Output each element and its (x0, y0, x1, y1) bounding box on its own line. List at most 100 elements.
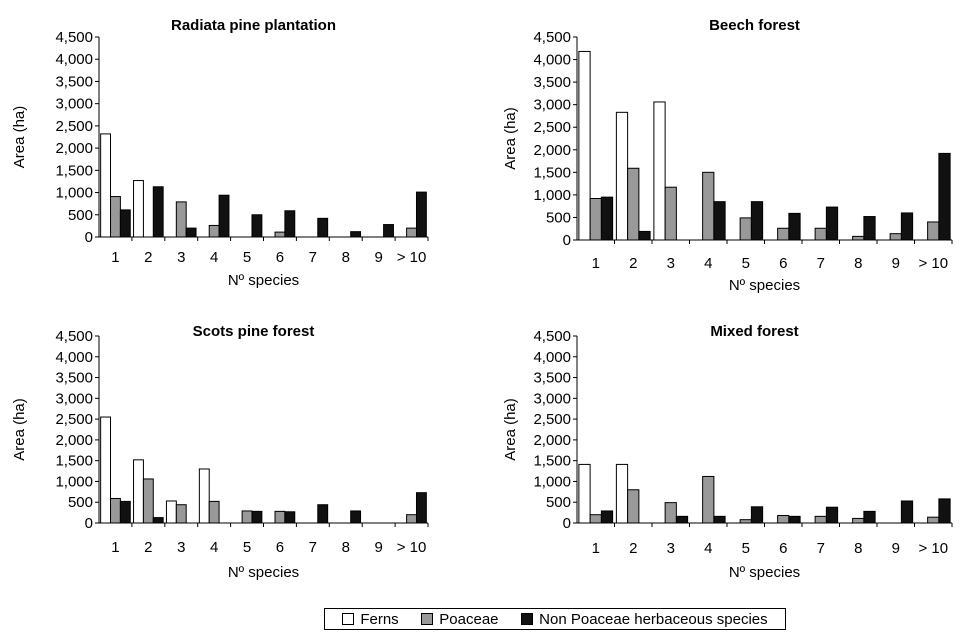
panel-2-xtick-label: 7 (817, 255, 825, 272)
panel-2-bar-non-poaceae-herbaceous-species-2 (638, 230, 651, 241)
panel-4-ytick-label: 3,000 (533, 390, 571, 407)
panel-4-bar-non-poaceae-herbaceous-species-9 (900, 500, 914, 524)
panel-1-bar-non-poaceae-herbaceous-species-1 (119, 209, 131, 238)
panel-2-xtick-label: > 10 (918, 255, 948, 272)
panel-1-xtick-label: 4 (210, 249, 218, 266)
panel-4-ytick-label: 1,000 (533, 473, 571, 490)
panel-2-ytick-label: 2,000 (533, 142, 571, 159)
panel-3-bar-poaceae-3 (175, 504, 187, 524)
panel-2-xtick-label: 9 (892, 255, 900, 272)
panel-3-bar-non-poaceae-herbaceous-species-7 (317, 504, 329, 524)
panel-2-xtick-label: 5 (742, 255, 750, 272)
panel-4-bar-poaceae-7 (814, 515, 827, 524)
panel-1-bar-non-poaceae-herbaceous-species-6 (284, 210, 296, 238)
panel-2-bar-poaceae-6 (777, 227, 790, 241)
panel-1-ytick-label: 0 (85, 229, 93, 246)
panel-1-ytick-label: 4,000 (55, 51, 93, 68)
legend-item-non-poaceae: Non Poaceae herbaceous species (521, 611, 768, 628)
panel-4-ytick-label: 2,500 (533, 411, 571, 428)
panel-3-bar-non-poaceae-herbaceous-species-10 (415, 492, 427, 524)
panel-1-bar-poaceae-3 (175, 201, 187, 238)
panel-3-bar-ferns-1 (100, 416, 112, 524)
panel-1-ytick-label: 3,500 (55, 73, 93, 90)
panel-4-xtick-label: 8 (854, 540, 862, 557)
panel-3-bar-non-poaceae-herbaceous-species-2 (152, 517, 164, 524)
panel-1-bar-ferns-2 (133, 180, 144, 238)
panel-3-ytick-label: 1,000 (55, 473, 93, 490)
panel-4-bar-non-poaceae-herbaceous-species-7 (825, 506, 839, 524)
panel-4-ytick-label: 1,500 (533, 453, 571, 470)
panel-4-bar-poaceae-2 (627, 489, 640, 524)
panel-2-ytick-label: 1,500 (533, 164, 571, 181)
panel-2-bar-poaceae-9 (889, 233, 902, 241)
panel-2-bar-ferns-1 (578, 50, 591, 241)
panel-3-bar-poaceae-6 (274, 510, 286, 524)
panel-3-ytick-label: 3,000 (55, 390, 93, 407)
legend-label-poaceae: Poaceae (439, 610, 499, 628)
panel-4-bar-poaceae-3 (664, 502, 677, 524)
panel-3-ytick-label: 500 (68, 494, 93, 511)
panel-1-xtick-label: 2 (144, 249, 152, 266)
legend-swatch-poaceae (421, 613, 434, 625)
panel-2-ytick-label: 4,500 (533, 29, 571, 46)
panel-2-xtick-label: 6 (779, 255, 787, 272)
panel-2-bar-poaceae-7 (814, 227, 827, 241)
panel-3-xtick-label: 1 (111, 539, 119, 556)
panel-1-bar-poaceae-6 (274, 231, 286, 238)
panel-4-xtick-label: 2 (629, 540, 637, 557)
panel-4-xtick-label: 5 (742, 540, 750, 557)
panel-2-bar-poaceae-8 (852, 235, 865, 241)
panel-2-bar-non-poaceae-herbaceous-species-10 (938, 152, 951, 241)
panel-2-bar-poaceae-4 (702, 171, 715, 241)
panel-4-bar-poaceae-10 (927, 516, 940, 524)
panel-2-xtick-label: 2 (629, 255, 637, 272)
panel-3-xtick-label: 7 (309, 539, 317, 556)
panel-2-xtick-label: 1 (592, 255, 600, 272)
panel-2-x-axis-label: Nº species (729, 277, 800, 294)
panel-1-bar-non-poaceae-herbaceous-species-3 (185, 227, 197, 238)
panel-4-bar-poaceae-5 (739, 519, 752, 524)
legend-label-ferns: Ferns (360, 610, 399, 628)
panel-2-ytick-label: 500 (546, 209, 571, 226)
panel-2-title: Beech forest (709, 17, 800, 34)
panel-2-y-axis-label: Area (ha) (502, 107, 519, 170)
panel-4-xtick-label: 4 (704, 540, 712, 557)
panel-1-bar-non-poaceae-herbaceous-species-2 (152, 186, 164, 238)
panel-1-bar-poaceae-1 (110, 196, 121, 238)
panel-2-bar-non-poaceae-herbaceous-species-4 (713, 201, 726, 241)
panel-1-bar-non-poaceae-herbaceous-species-10 (415, 191, 427, 238)
panel-2-xtick-label: 3 (667, 255, 675, 272)
panel-1-ytick-label: 500 (68, 207, 93, 224)
panel-4-ytick-label: 3,500 (533, 370, 571, 387)
panel-1-bar-non-poaceae-herbaceous-species-8 (350, 231, 362, 238)
panel-4-bar-ferns-2 (615, 463, 629, 524)
panel-4-bar-non-poaceae-herbaceous-species-6 (788, 515, 801, 524)
panel-3-y-axis-label: Area (ha) (11, 398, 28, 461)
panel-3-title: Scots pine forest (193, 323, 315, 340)
panel-2-bar-ferns-2 (615, 111, 629, 241)
panel-3-xtick-label: 5 (243, 539, 251, 556)
panel-2-bar-poaceae-3 (664, 186, 677, 241)
panel-4-bar-poaceae-6 (777, 515, 790, 524)
panel-2-bar-non-poaceae-herbaceous-species-5 (750, 201, 764, 241)
panel-3-bar-ferns-2 (133, 459, 144, 524)
panel-3-ytick-label: 2,500 (55, 411, 93, 428)
panel-1-ytick-label: 2,000 (55, 140, 93, 157)
panel-3-ytick-label: 3,500 (55, 370, 93, 387)
panel-3-xtick-label: 3 (177, 539, 185, 556)
panel-1-bar-ferns-1 (100, 133, 112, 238)
panel-3-xtick-label: 2 (144, 539, 152, 556)
panel-1-xtick-label: 9 (374, 249, 382, 266)
panel-3-xtick-label: 9 (374, 539, 382, 556)
panel-4-ytick-label: 4,000 (533, 349, 571, 366)
legend-swatch-ferns (342, 613, 355, 625)
panel-2-bar-non-poaceae-herbaceous-species-7 (825, 206, 839, 241)
panel-4-xtick-label: 6 (779, 540, 787, 557)
panel-3-ytick-label: 4,000 (55, 349, 93, 366)
panel-4-x-axis-label: Nº species (729, 564, 800, 581)
panel-4-ytick-label: 500 (546, 494, 571, 511)
panel-3-bar-poaceae-5 (241, 510, 253, 524)
panel-1-xtick-label: > 10 (397, 249, 427, 266)
panel-1-ytick-label: 3,000 (55, 96, 93, 113)
